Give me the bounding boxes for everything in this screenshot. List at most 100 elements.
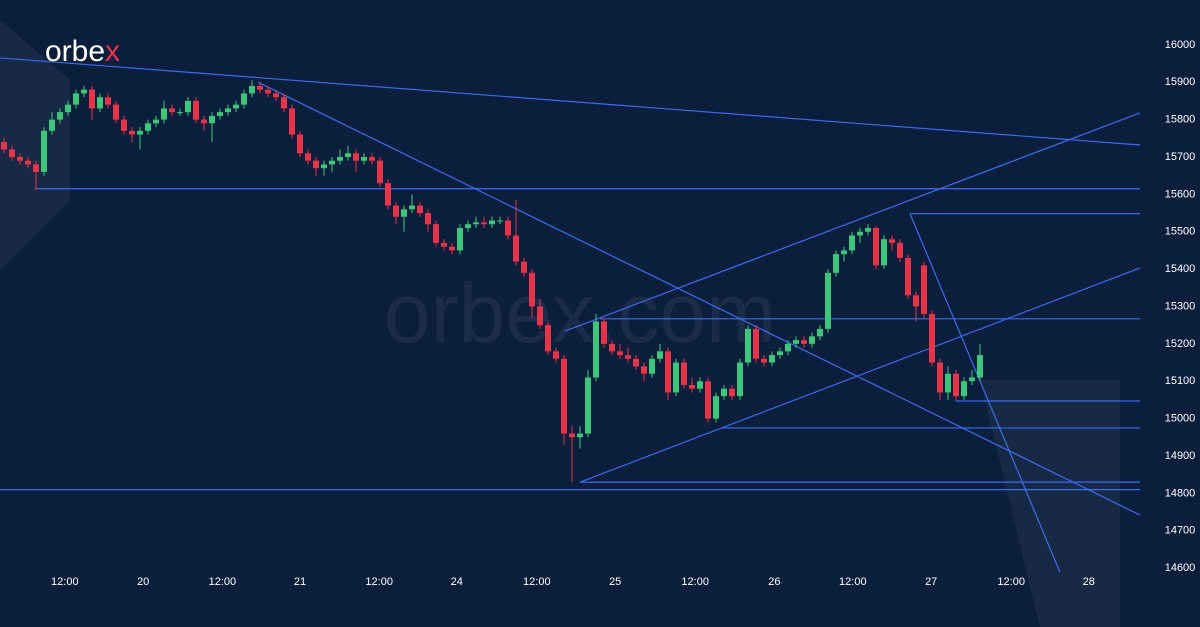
y-tick-label: 15500 [1165,226,1196,238]
candle-body [681,362,687,385]
candle-body [385,183,391,206]
candle-body [289,108,295,135]
x-tick-label: 27 [925,576,937,588]
candle-body [809,336,815,344]
candle-body [601,321,607,344]
candle-body [769,355,775,363]
candle-body [617,351,623,356]
candle-body [185,100,191,113]
y-tick-label: 16000 [1165,39,1196,51]
candle-body [825,272,831,329]
candle-body [689,384,695,389]
x-tick-label: 12:00 [365,576,393,588]
candle-body [953,373,959,397]
candle-body [145,123,151,131]
candle-body [593,321,599,378]
candle-body [977,355,983,378]
decor-shape [0,20,70,270]
candle-body [433,224,439,243]
candle-body [817,328,823,337]
candle-body [961,381,967,397]
y-tick-label: 15400 [1165,263,1196,275]
candle-body [625,355,631,359]
candle-body [153,119,159,124]
candle-body [121,119,127,131]
candle-body [225,108,231,113]
decoration [0,20,1120,627]
candle-body [441,242,447,247]
candle-body [553,351,559,359]
candle-body [449,246,455,251]
candle-body [737,362,743,397]
candle-body [521,261,527,273]
candle-body [249,85,255,94]
candle-body [785,343,791,352]
candle-body [217,112,223,116]
candle-body [401,209,407,217]
candle-body [641,366,647,374]
x-tick-label: 20 [137,576,149,588]
candle-body [585,377,591,434]
candle-body [457,227,463,251]
candle-body [361,156,367,161]
candle-body [345,153,351,157]
candle-body [665,351,671,393]
candle-body [417,205,423,214]
candle-body [649,358,655,374]
candle-body [201,119,207,124]
candle-body [713,396,719,419]
candle-body [193,100,199,120]
logo-text: orbe [45,35,105,68]
logo-accent: x [105,35,120,68]
candle-body [497,220,503,222]
candle-body [305,153,311,161]
candle-body [41,130,47,172]
candle-body [465,224,471,228]
x-tick-label: 28 [1083,576,1095,588]
x-tick-label: 12:00 [839,576,867,588]
candle-body [761,358,767,363]
trend-line [0,57,1141,146]
y-tick-label: 15600 [1165,188,1196,200]
y-tick-label: 14700 [1165,525,1196,537]
candle-body [513,235,519,262]
candle-body [161,108,167,120]
x-tick-label: 12:00 [681,576,709,588]
candle-body [721,388,727,397]
candle-body [473,222,479,225]
y-tick-label: 15300 [1165,300,1196,312]
y-tick-label: 14600 [1165,562,1196,574]
y-tick-label: 14800 [1165,487,1196,499]
candle-body [97,97,103,109]
x-tick-label: 12:00 [209,576,237,588]
candle-body [233,104,239,109]
candle-body [377,160,383,184]
candle-body [409,205,415,210]
candle-body [529,272,535,307]
x-tick-label: 21 [294,576,306,588]
candle-body [657,351,663,359]
candle-body [177,112,183,114]
candle-body [537,306,543,326]
candle-body [81,89,87,94]
candle-body [753,328,759,359]
candle-body [905,257,911,296]
logo: orbex [45,35,120,68]
candle-body [705,381,711,419]
y-tick-label: 15100 [1165,375,1196,387]
y-tick-label: 15800 [1165,114,1196,126]
trend-line [564,112,1141,332]
candle-body [481,222,487,225]
candle-body [889,239,895,243]
candle-body [729,388,735,397]
candle-body [281,97,287,109]
candle-body [329,160,335,165]
candle-body [937,362,943,393]
trend-line [909,213,1061,573]
candle-body [793,340,799,344]
candle-body [881,239,887,266]
candle-body [897,242,903,258]
candle-body [353,153,359,161]
candle-body [137,130,143,135]
